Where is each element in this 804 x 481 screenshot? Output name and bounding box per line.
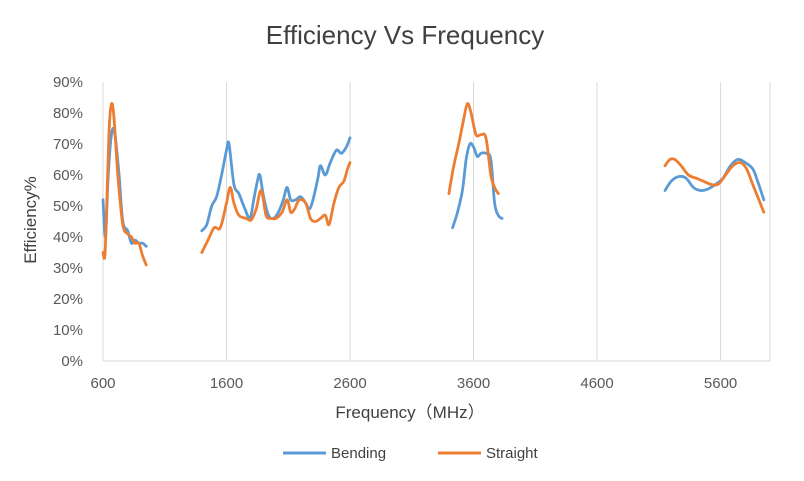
x-tick-label: 600	[90, 375, 115, 392]
y-tick-label: 20%	[53, 291, 83, 308]
x-tick-label: 1600	[210, 375, 243, 392]
grid-lines	[102, 82, 771, 361]
chart-title: Efficiency Vs Frequency	[266, 20, 544, 50]
series-lines	[101, 102, 766, 267]
x-axis-label: Frequency（MHz）	[335, 403, 484, 422]
series-line-straight-segment-1	[101, 102, 148, 267]
y-tick-label: 30%	[53, 260, 83, 277]
x-tick-label: 3600	[457, 375, 490, 392]
series-line-straight-segment-3	[447, 102, 500, 195]
y-tick-label: 90%	[53, 74, 83, 91]
y-tick-label: 0%	[61, 353, 83, 370]
y-axis-label: Efficiency%	[21, 176, 40, 264]
legend-label-bending: Bending	[331, 445, 386, 462]
legend: Bending Straight	[283, 445, 539, 462]
x-tick-label: 5600	[704, 375, 737, 392]
series-line-bending-segment-2	[200, 136, 352, 233]
y-tick-label: 10%	[53, 322, 83, 339]
series-line-straight-segment-4	[663, 157, 766, 214]
y-tick-label: 60%	[53, 167, 83, 184]
x-axis-ticks: 600 1600 2600 3600 4600 5600	[90, 375, 737, 392]
y-tick-label: 80%	[53, 105, 83, 122]
series-line-bending-segment-3	[451, 141, 504, 230]
y-tick-label: 50%	[53, 198, 83, 215]
y-tick-label: 70%	[53, 136, 83, 153]
legend-label-straight: Straight	[486, 445, 539, 462]
x-tick-label: 4600	[580, 375, 613, 392]
x-tick-label: 2600	[333, 375, 366, 392]
y-axis-ticks: 0% 10% 20% 30% 40% 50% 60% 70% 80% 90%	[53, 74, 83, 370]
y-tick-label: 40%	[53, 229, 83, 246]
series-line-straight-segment-2	[200, 161, 352, 254]
